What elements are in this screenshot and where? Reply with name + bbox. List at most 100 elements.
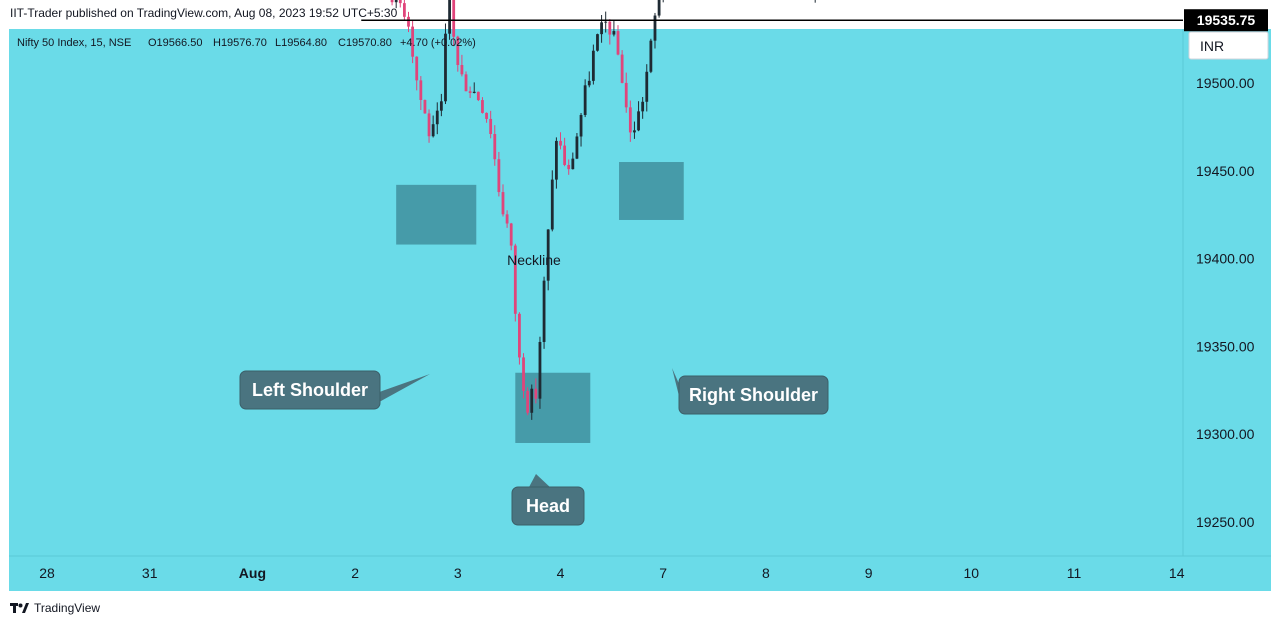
candle-body [591,50,595,81]
callout-box [678,375,829,415]
x-tick-label: 28 [39,565,55,581]
candle-body [653,15,657,41]
candle-body [575,136,579,159]
candle-body [641,101,645,112]
y-tick-label: 19500.00 [1196,75,1255,91]
y-tick-label: 19250.00 [1196,514,1255,530]
callout-label: Left Shoulder [252,380,368,400]
callouts-layer: Left Shoulder Head Right Shoulder [239,368,829,526]
candle-body [485,112,488,119]
candle-body [596,34,599,51]
candle-body [444,33,447,102]
y-tick-label: 19450.00 [1196,163,1255,179]
currency-label: INR [1200,38,1224,54]
horizontal-lines-layer: 19639.6519616.8019570.8019555.1519535.75… [361,9,1268,268]
x-tick-label: 31 [142,565,158,581]
candle-body [587,80,591,86]
neckline-label: Neckline [507,252,561,268]
callout-box [239,370,381,410]
candle-body [497,159,501,193]
candle-body [435,110,439,125]
candle-body [415,56,419,81]
callout-label: Head [526,496,570,516]
publisher-line: IIT-Trader published on TradingView.com,… [10,6,398,20]
candle-body [583,85,587,115]
symbol-info-change: +4.70 (+0.02%) [400,37,476,49]
candle-body [481,100,484,113]
x-tick-label: 4 [557,565,565,581]
y-tick-label: 19350.00 [1196,338,1255,354]
callout-pointer [672,368,680,400]
candle-body [612,31,616,35]
candle-body [559,140,562,146]
candle-body [390,0,394,3]
candle-body [608,21,612,35]
x-tick-label: 8 [762,565,770,581]
candle-body [542,280,546,342]
candle-body [509,223,513,246]
currency-button[interactable] [1188,31,1269,60]
candle-body [402,3,406,17]
candle-body [452,0,456,37]
candle-body [427,113,431,137]
candle-body [563,145,567,165]
candle-body [460,65,464,75]
candle-body [620,54,624,83]
x-tick-label: 3 [454,565,462,581]
x-tick-label: 2 [351,565,359,581]
candle-body [419,80,423,100]
tradingview-logo-icon [10,603,29,613]
zones-layer [396,162,684,443]
candle-body [554,140,558,180]
candle-body [464,74,468,92]
x-tick-label: Aug [239,565,266,581]
callout-box [511,486,585,526]
candle-body [657,0,661,16]
symbol-info-open: O19566.50 [148,37,202,49]
candle-body [550,179,554,230]
candle-body [530,388,534,413]
x-tick-label: 7 [659,565,667,581]
candle-body [505,214,509,224]
x-tick-label: 11 [1067,565,1082,581]
candle-body [476,91,480,101]
price-tag-box [1184,9,1268,32]
candle-body [534,388,538,399]
pattern-zone [396,184,477,245]
symbol-info-close: C19570.80 [338,37,392,49]
candle-body [489,118,493,135]
candle-body [439,101,443,111]
candle-body [526,390,530,413]
candle-body [522,357,525,391]
candle-body [448,0,451,34]
candle-body [616,31,620,55]
candle-body [628,107,632,133]
time-axis: 28 31 Aug 2 3 4 7 8 9 10 11 14 [39,565,1184,581]
symbol-info-high: H19576.70 [213,37,267,49]
candle-body [423,99,427,114]
candle-body [604,21,608,23]
candle-body [398,0,402,4]
candle-body [394,0,398,3]
candle-body [637,111,640,131]
candle-body [501,192,505,215]
candle-body [493,134,497,160]
callout-pointer [528,474,552,489]
footer-brand: TradingView [34,601,101,615]
candle-body [567,164,571,170]
symbol-info-low: L19564.80 [275,37,327,49]
candle-body [513,245,517,314]
candle-body [456,36,460,66]
x-tick-label: 9 [865,565,873,581]
x-tick-label: 14 [1169,565,1185,581]
candle-body [411,26,415,57]
symbol-info-name: Nifty 50 Index, 15, NSE [17,37,131,49]
candle-body [649,40,653,72]
y-tick-label: 19300.00 [1196,426,1255,442]
candles-layer [390,0,816,420]
candle-body [468,91,472,93]
candle-body [518,313,521,358]
candle-body [431,124,435,137]
candle-body [546,229,550,281]
